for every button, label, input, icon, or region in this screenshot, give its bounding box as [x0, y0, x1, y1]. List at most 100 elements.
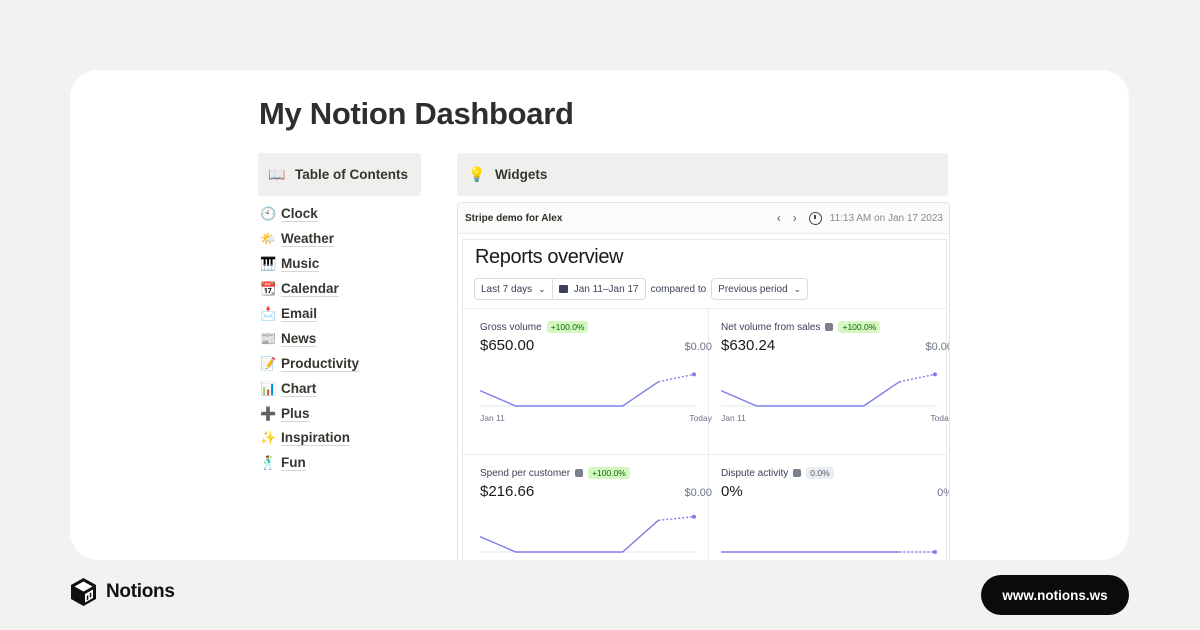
- toc-item-label[interactable]: Weather: [281, 231, 335, 248]
- sparkline-chart: [721, 550, 937, 554]
- metric-card[interactable]: Spend per customer +100.0% $216.66 $0.00: [480, 466, 712, 560]
- light-bulb-icon: 💡: [468, 166, 486, 182]
- sparkline-endpoint: [933, 550, 937, 554]
- website-link[interactable]: www.notions.ws: [981, 575, 1129, 615]
- toc-item-label[interactable]: Plus: [281, 405, 310, 422]
- change-badge: +100.0%: [546, 321, 589, 333]
- metric-card[interactable]: Net volume from sales +100.0% $630.24 $0.00…: [721, 320, 949, 462]
- widgets-callout[interactable]: 💡 Widgets: [457, 153, 948, 196]
- sparkline-chart: [480, 372, 696, 407]
- toc-item-label[interactable]: Productivity: [281, 355, 360, 372]
- toc-item-label[interactable]: Inspiration: [281, 430, 351, 447]
- chevron-right-icon[interactable]: ›: [792, 211, 797, 225]
- toc-item-label[interactable]: Email: [281, 306, 318, 322]
- toc-item-inspiration[interactable]: ✨ Inspiration: [260, 426, 359, 451]
- toc-item-clock[interactable]: 🕙 Clock: [260, 202, 359, 227]
- compared-to-label: compared to: [650, 283, 707, 295]
- metric-values: $650.00 $0.00: [480, 337, 712, 354]
- change-badge: +100.0%: [588, 467, 630, 479]
- toc-callout[interactable]: 📖 Table of Contents: [258, 153, 421, 196]
- toc-item-plus[interactable]: ➕ Plus: [260, 401, 359, 426]
- sparkles-icon: ✨: [260, 430, 277, 446]
- metric-header: Gross volume +100.0%: [480, 320, 712, 334]
- toc-item-productivity[interactable]: 📝 Productivity: [260, 351, 360, 376]
- metric-card[interactable]: Dispute activity 0.0% 0% 0%: [721, 466, 949, 560]
- sparkline-series: [480, 519, 659, 553]
- open-book-icon: 📖: [268, 166, 286, 182]
- toc-item-email[interactable]: 📩 Email: [260, 302, 359, 327]
- metric-label: Net volume from sales: [721, 321, 821, 333]
- metric-values: 0% 0%: [721, 483, 949, 500]
- toc-item-label[interactable]: News: [281, 330, 317, 347]
- bar-chart-icon: 📊: [260, 380, 277, 396]
- info-icon[interactable]: [793, 469, 802, 477]
- report-filters: Last 7 days ⌄ Jan 11–Jan 17 compared to …: [474, 278, 809, 300]
- axis-end-label: Today: [930, 413, 949, 423]
- sparkline-endpoint: [933, 372, 937, 377]
- metric-label: Spend per customer: [480, 467, 571, 479]
- sparkline-projection: [658, 516, 695, 522]
- info-icon[interactable]: [575, 469, 584, 477]
- toc-title: Table of Contents: [295, 167, 408, 182]
- clock-icon[interactable]: [808, 211, 822, 225]
- notions-cube-icon: [71, 578, 96, 606]
- divider: [708, 308, 709, 560]
- comparison-period-select[interactable]: Previous period ⌄: [711, 278, 809, 300]
- website-url: www.notions.ws: [1002, 587, 1108, 603]
- metric-previous-value: $0.00: [684, 341, 712, 353]
- toc-item-news[interactable]: 📰 News: [260, 326, 359, 351]
- dancer-icon: 🕺: [260, 455, 277, 471]
- info-icon[interactable]: [825, 323, 834, 331]
- brand: Notions: [70, 577, 175, 607]
- date-picker-button[interactable]: Jan 11–Jan 17: [552, 278, 646, 300]
- sparkline-projection: [658, 373, 695, 383]
- sun-cloud-icon: 🌤️: [260, 231, 277, 247]
- metric-value: $630.24: [721, 337, 776, 354]
- metric-values: $216.66 $0.00: [480, 483, 712, 500]
- sparkline-axis: Jan 11 Today: [480, 413, 712, 423]
- page-card: My Notion Dashboard 📖 Table of Contents …: [70, 70, 1129, 560]
- toc-item-label[interactable]: Music: [281, 256, 320, 273]
- embed-toolbar: Stripe demo for Alex ‹ › 11:13 AM on Jan…: [458, 203, 949, 234]
- toc-item-fun[interactable]: 🕺 Fun: [260, 451, 359, 476]
- stripe-embed[interactable]: Stripe demo for Alex ‹ › 11:13 AM on Jan…: [457, 202, 950, 560]
- toc-item-chart[interactable]: 📊 Chart: [260, 376, 359, 401]
- page-title: My Notion Dashboard: [259, 96, 574, 131]
- newspaper-icon: 📰: [260, 330, 277, 346]
- toc-item-label[interactable]: Calendar: [281, 281, 339, 298]
- axis-start-label: Jan 11: [721, 413, 746, 423]
- change-badge: +100.0%: [838, 321, 881, 333]
- report-title: Reports overview: [475, 246, 624, 268]
- sparkline-axis: Jan 11 Today: [721, 413, 949, 423]
- toc-item-music[interactable]: 🎹 Music: [260, 252, 359, 277]
- metric-value: 0%: [721, 483, 743, 500]
- metric-label: Dispute activity: [721, 467, 789, 479]
- toc-item-label[interactable]: Chart: [281, 380, 317, 397]
- mailbox-icon: 📩: [260, 306, 277, 321]
- sparkline-endpoint: [692, 372, 696, 377]
- date-picker-label: Jan 11–Jan 17: [573, 283, 639, 295]
- toc-list: 🕙 Clock 🌤️ Weather 🎹 Music 📆 Calendar 📩 Email 📰 New…: [260, 202, 360, 476]
- metric-value: $216.66: [480, 483, 535, 500]
- metric-header: Net volume from sales +100.0%: [721, 320, 949, 334]
- metric-card[interactable]: Gross volume +100.0% $650.00 $0.00 Jan 11 Tod…: [480, 320, 712, 462]
- metric-previous-value: $0.00: [684, 487, 712, 499]
- divider: [463, 308, 946, 309]
- toc-item-label[interactable]: Fun: [281, 455, 306, 472]
- chevron-down-icon: ⌄: [538, 283, 546, 294]
- divider: [463, 454, 946, 455]
- plus-icon: ➕: [260, 405, 277, 421]
- date-range-select[interactable]: Last 7 days ⌄: [474, 278, 553, 300]
- brand-name: Notions: [106, 581, 175, 602]
- widgets-title: Widgets: [495, 167, 548, 182]
- toc-item-calendar[interactable]: 📆 Calendar: [260, 277, 359, 302]
- memo-icon: 📝: [260, 355, 277, 371]
- sparkline-chart: [480, 514, 696, 553]
- sparkline-chart: [721, 372, 937, 407]
- sparkline-series: [480, 381, 659, 407]
- toc-item-label[interactable]: Clock: [281, 206, 318, 223]
- toc-item-weather[interactable]: 🌤️ Weather: [260, 227, 359, 252]
- axis-end-label: Today: [689, 413, 712, 423]
- sparkline-projection: [899, 373, 936, 383]
- chevron-left-icon[interactable]: ‹: [776, 211, 781, 225]
